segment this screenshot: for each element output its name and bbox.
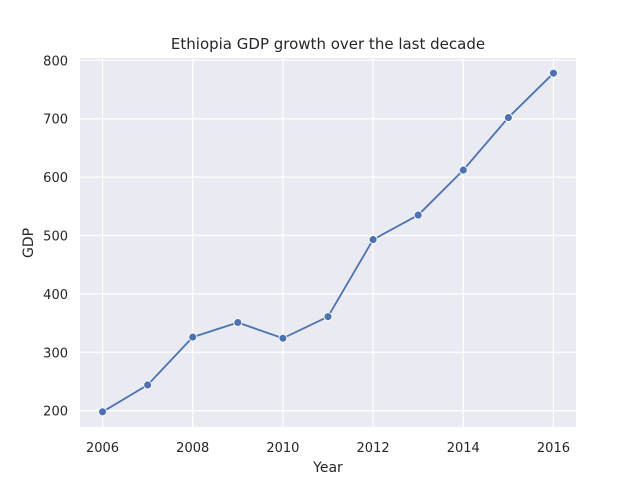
tick-labels: 2006 2008 2010 2012 2014 2016 200 300 400 500 600 7…	[43, 54, 570, 456]
y-tick-label: 800	[43, 54, 68, 69]
data-point	[143, 380, 153, 390]
x-tick-label: 2008	[176, 441, 209, 456]
y-tick-label: 200	[43, 405, 68, 420]
y-tick-label: 500	[43, 229, 68, 244]
x-tick-label: 2016	[537, 441, 570, 456]
grid-lines	[80, 58, 576, 427]
plot-background	[80, 58, 576, 427]
series-layer	[98, 68, 558, 417]
y-axis-label: GDP	[21, 228, 37, 258]
x-axis-label: Year	[312, 460, 343, 476]
data-point	[233, 318, 243, 327]
y-tick-label: 400	[43, 288, 68, 303]
data-point	[98, 407, 107, 417]
y-tick-label: 600	[43, 171, 68, 186]
data-point	[503, 113, 513, 123]
data-point	[413, 210, 423, 220]
data-point	[278, 333, 288, 343]
chart-title: Ethiopia GDP growth over the last decade	[171, 35, 485, 53]
x-tick-label: 2014	[447, 441, 480, 456]
x-tick-label: 2006	[86, 441, 119, 456]
data-point	[549, 68, 558, 78]
y-tick-label: 300	[43, 346, 68, 361]
data-point	[323, 312, 333, 322]
data-point	[458, 165, 468, 175]
x-tick-label: 2012	[357, 441, 390, 456]
y-tick-label: 700	[43, 113, 68, 128]
data-point	[368, 235, 378, 245]
x-tick-label: 2010	[266, 441, 299, 456]
data-point	[188, 332, 198, 342]
